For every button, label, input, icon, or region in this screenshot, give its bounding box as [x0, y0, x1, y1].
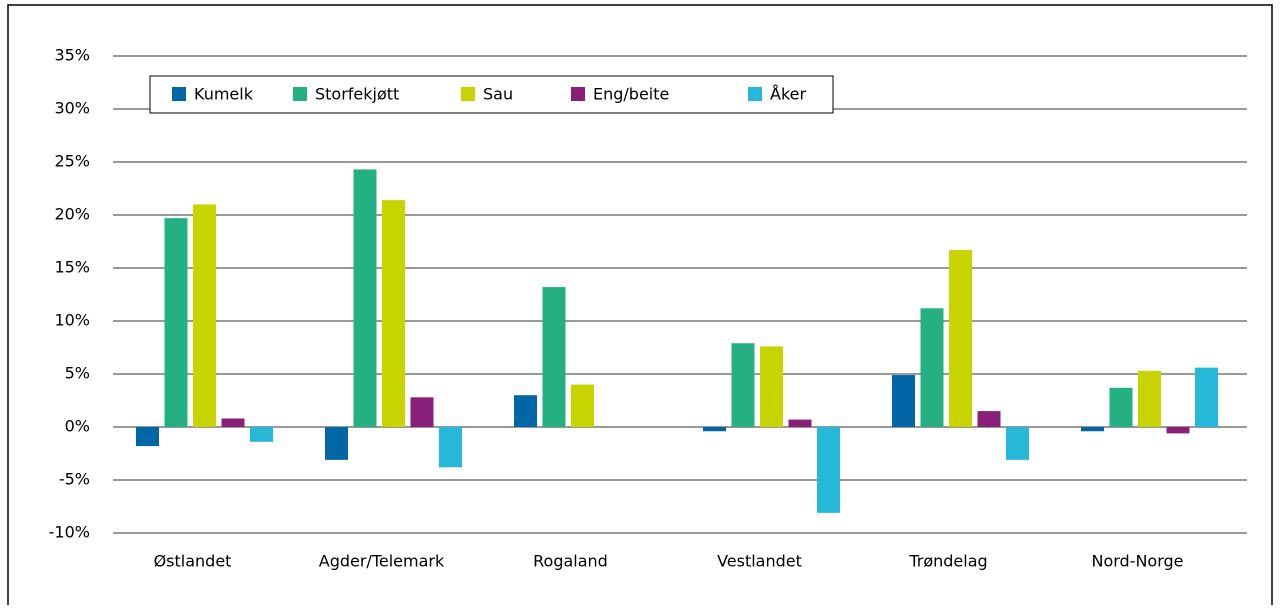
bar [221, 418, 245, 427]
legend-swatch [172, 87, 186, 101]
bar [382, 200, 405, 427]
bar [977, 411, 1001, 427]
legend-label: Åker [770, 85, 806, 104]
y-tick-label: -5% [59, 470, 90, 489]
y-tick-label: 15% [54, 258, 90, 277]
frame [7, 4, 1273, 605]
bar [193, 204, 216, 427]
bar [1081, 427, 1104, 432]
y-tick-label: 35% [54, 46, 90, 65]
legend-label: Sau [483, 85, 513, 104]
legend-swatch [461, 87, 475, 101]
y-tick-label: 5% [65, 364, 90, 383]
bar [542, 287, 566, 427]
bar [1006, 427, 1029, 460]
y-tick-label: 20% [54, 205, 90, 224]
bar [892, 375, 915, 427]
bar [760, 346, 783, 427]
bar [703, 427, 726, 432]
bar [817, 427, 840, 513]
legend-label: Eng/beite [593, 85, 669, 104]
x-tick-label: Trøndelag [908, 552, 987, 571]
bar [1138, 370, 1161, 427]
bar [439, 427, 462, 468]
legend-label: Storfekjøtt [315, 85, 399, 104]
y-tick-label: 0% [65, 417, 90, 436]
x-tick-label: Agder/Telemark [319, 552, 445, 571]
bar [731, 343, 755, 427]
legend-box [149, 75, 834, 114]
y-tick-label: -10% [49, 523, 90, 542]
x-tick-label: Rogaland [533, 552, 608, 571]
bar [571, 384, 594, 427]
y-tick-label: 30% [54, 99, 90, 118]
x-tick-label: Nord-Norge [1091, 552, 1183, 571]
bar [788, 419, 812, 427]
bar [325, 427, 348, 460]
bar [1166, 427, 1190, 434]
bar [250, 427, 273, 442]
x-tick-label: Østlandet [154, 552, 232, 571]
legend-swatch [571, 87, 585, 101]
bar [1109, 387, 1133, 427]
y-tick-label: 10% [54, 311, 90, 330]
bar [920, 308, 944, 427]
legend-swatch [293, 87, 307, 101]
bar [353, 169, 377, 428]
bar [1195, 367, 1218, 427]
bar [136, 427, 159, 447]
bar [514, 395, 537, 427]
legend-label: Kumelk [194, 85, 254, 104]
y-tick-label: 25% [54, 152, 90, 171]
x-tick-label: Vestlandet [717, 552, 802, 571]
bar [949, 249, 972, 427]
legend-swatch [748, 87, 762, 101]
bar [164, 218, 188, 427]
bar [410, 397, 434, 427]
